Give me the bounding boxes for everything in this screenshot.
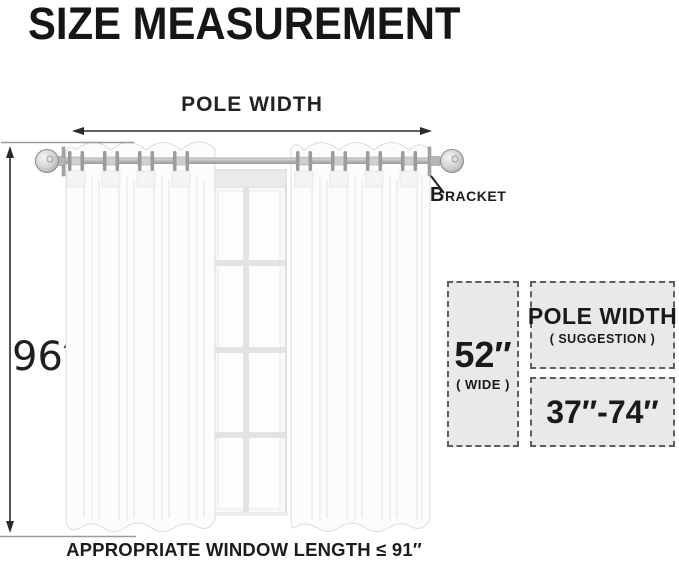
bracket-pointer-line	[430, 175, 445, 194]
curtain-panel-right	[290, 142, 431, 533]
finial-right-icon	[440, 149, 464, 173]
height-arrow-icon	[0, 141, 136, 538]
finial-left-icon	[35, 149, 59, 173]
window-icon	[210, 169, 288, 516]
grommet-icons	[67, 151, 418, 171]
pole-width-range: 37″-74″	[546, 393, 659, 430]
bracket-label: Bracket	[430, 184, 507, 206]
curtain-width-note: ( WIDE )	[456, 376, 510, 392]
curtain-width-value: 52″	[454, 334, 512, 376]
pole-width-arrow-icon	[72, 127, 432, 135]
curtain-scene-illustration	[0, 127, 464, 538]
spec-box-pole-range: 37″-74″	[530, 377, 675, 447]
pole-width-note: ( SUGGESTION )	[549, 331, 656, 346]
curtain-panel-left	[65, 141, 216, 533]
window-length-label: APPROPRIATE WINDOW LENGTH ≤ 91″	[66, 539, 422, 560]
spec-box-pole-width: POLE WIDTH ( SUGGESTION )	[527, 281, 678, 369]
page-title: SIZE MEASUREMENT	[28, 0, 461, 49]
pole-width-arrow-label: POLE WIDTH	[181, 93, 323, 116]
pole-width-title: POLE WIDTH	[527, 303, 678, 330]
spec-box-curtain-width: 52″ ( WIDE )	[447, 281, 519, 447]
